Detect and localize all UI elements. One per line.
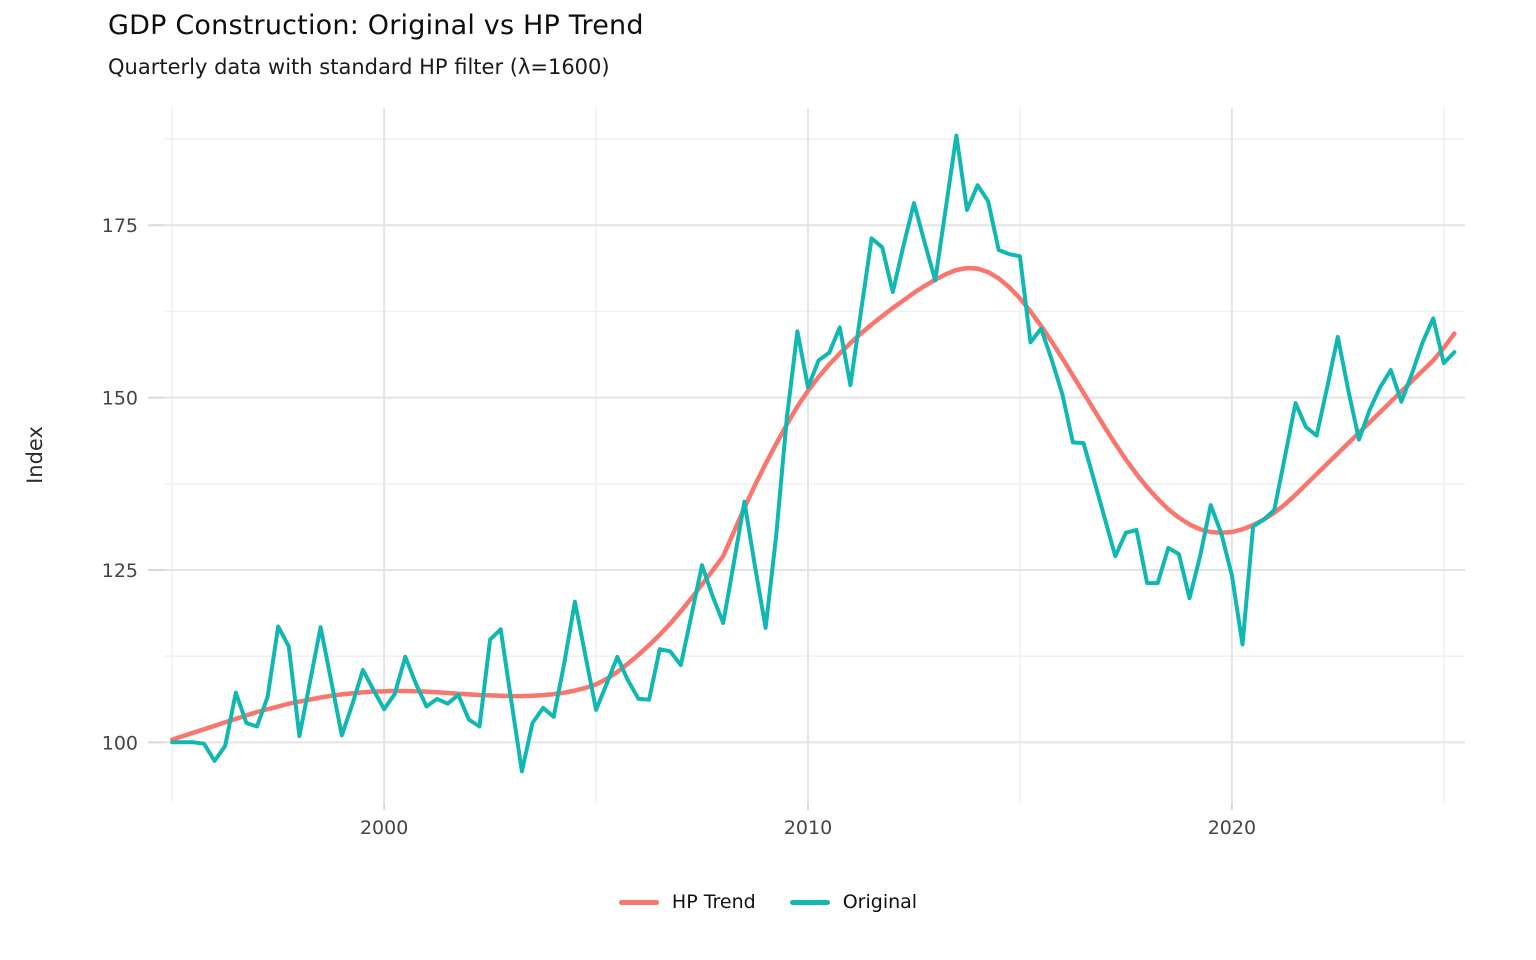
y-tick-label: 100 xyxy=(102,732,138,754)
series-line-hp-trend[interactable] xyxy=(169,265,1457,742)
hp-trend-line-swatch xyxy=(618,899,659,905)
x-tick-label: 2010 xyxy=(784,817,832,839)
series-line-original[interactable] xyxy=(170,133,1457,774)
y-tick-label: 125 xyxy=(102,560,138,582)
legend-item-hp-trend[interactable]: HP Trend xyxy=(618,891,756,913)
chart-subtitle: Quarterly data with standard HP filter (… xyxy=(108,55,610,79)
chart-title: GDP Construction: Original vs HP Trend xyxy=(108,10,644,41)
x-tick-label: 2020 xyxy=(1208,817,1256,839)
legend-item-original[interactable]: Original xyxy=(789,891,918,913)
legend-label-original: Original xyxy=(842,891,918,913)
x-tick-label: 2000 xyxy=(360,817,408,839)
legend: HP Trend Original xyxy=(0,891,1536,913)
legend-label-hp-trend: HP Trend xyxy=(671,891,756,913)
y-tick-label: 175 xyxy=(102,215,138,237)
y-tick-label: 150 xyxy=(102,388,138,410)
original-line-swatch xyxy=(789,899,830,905)
